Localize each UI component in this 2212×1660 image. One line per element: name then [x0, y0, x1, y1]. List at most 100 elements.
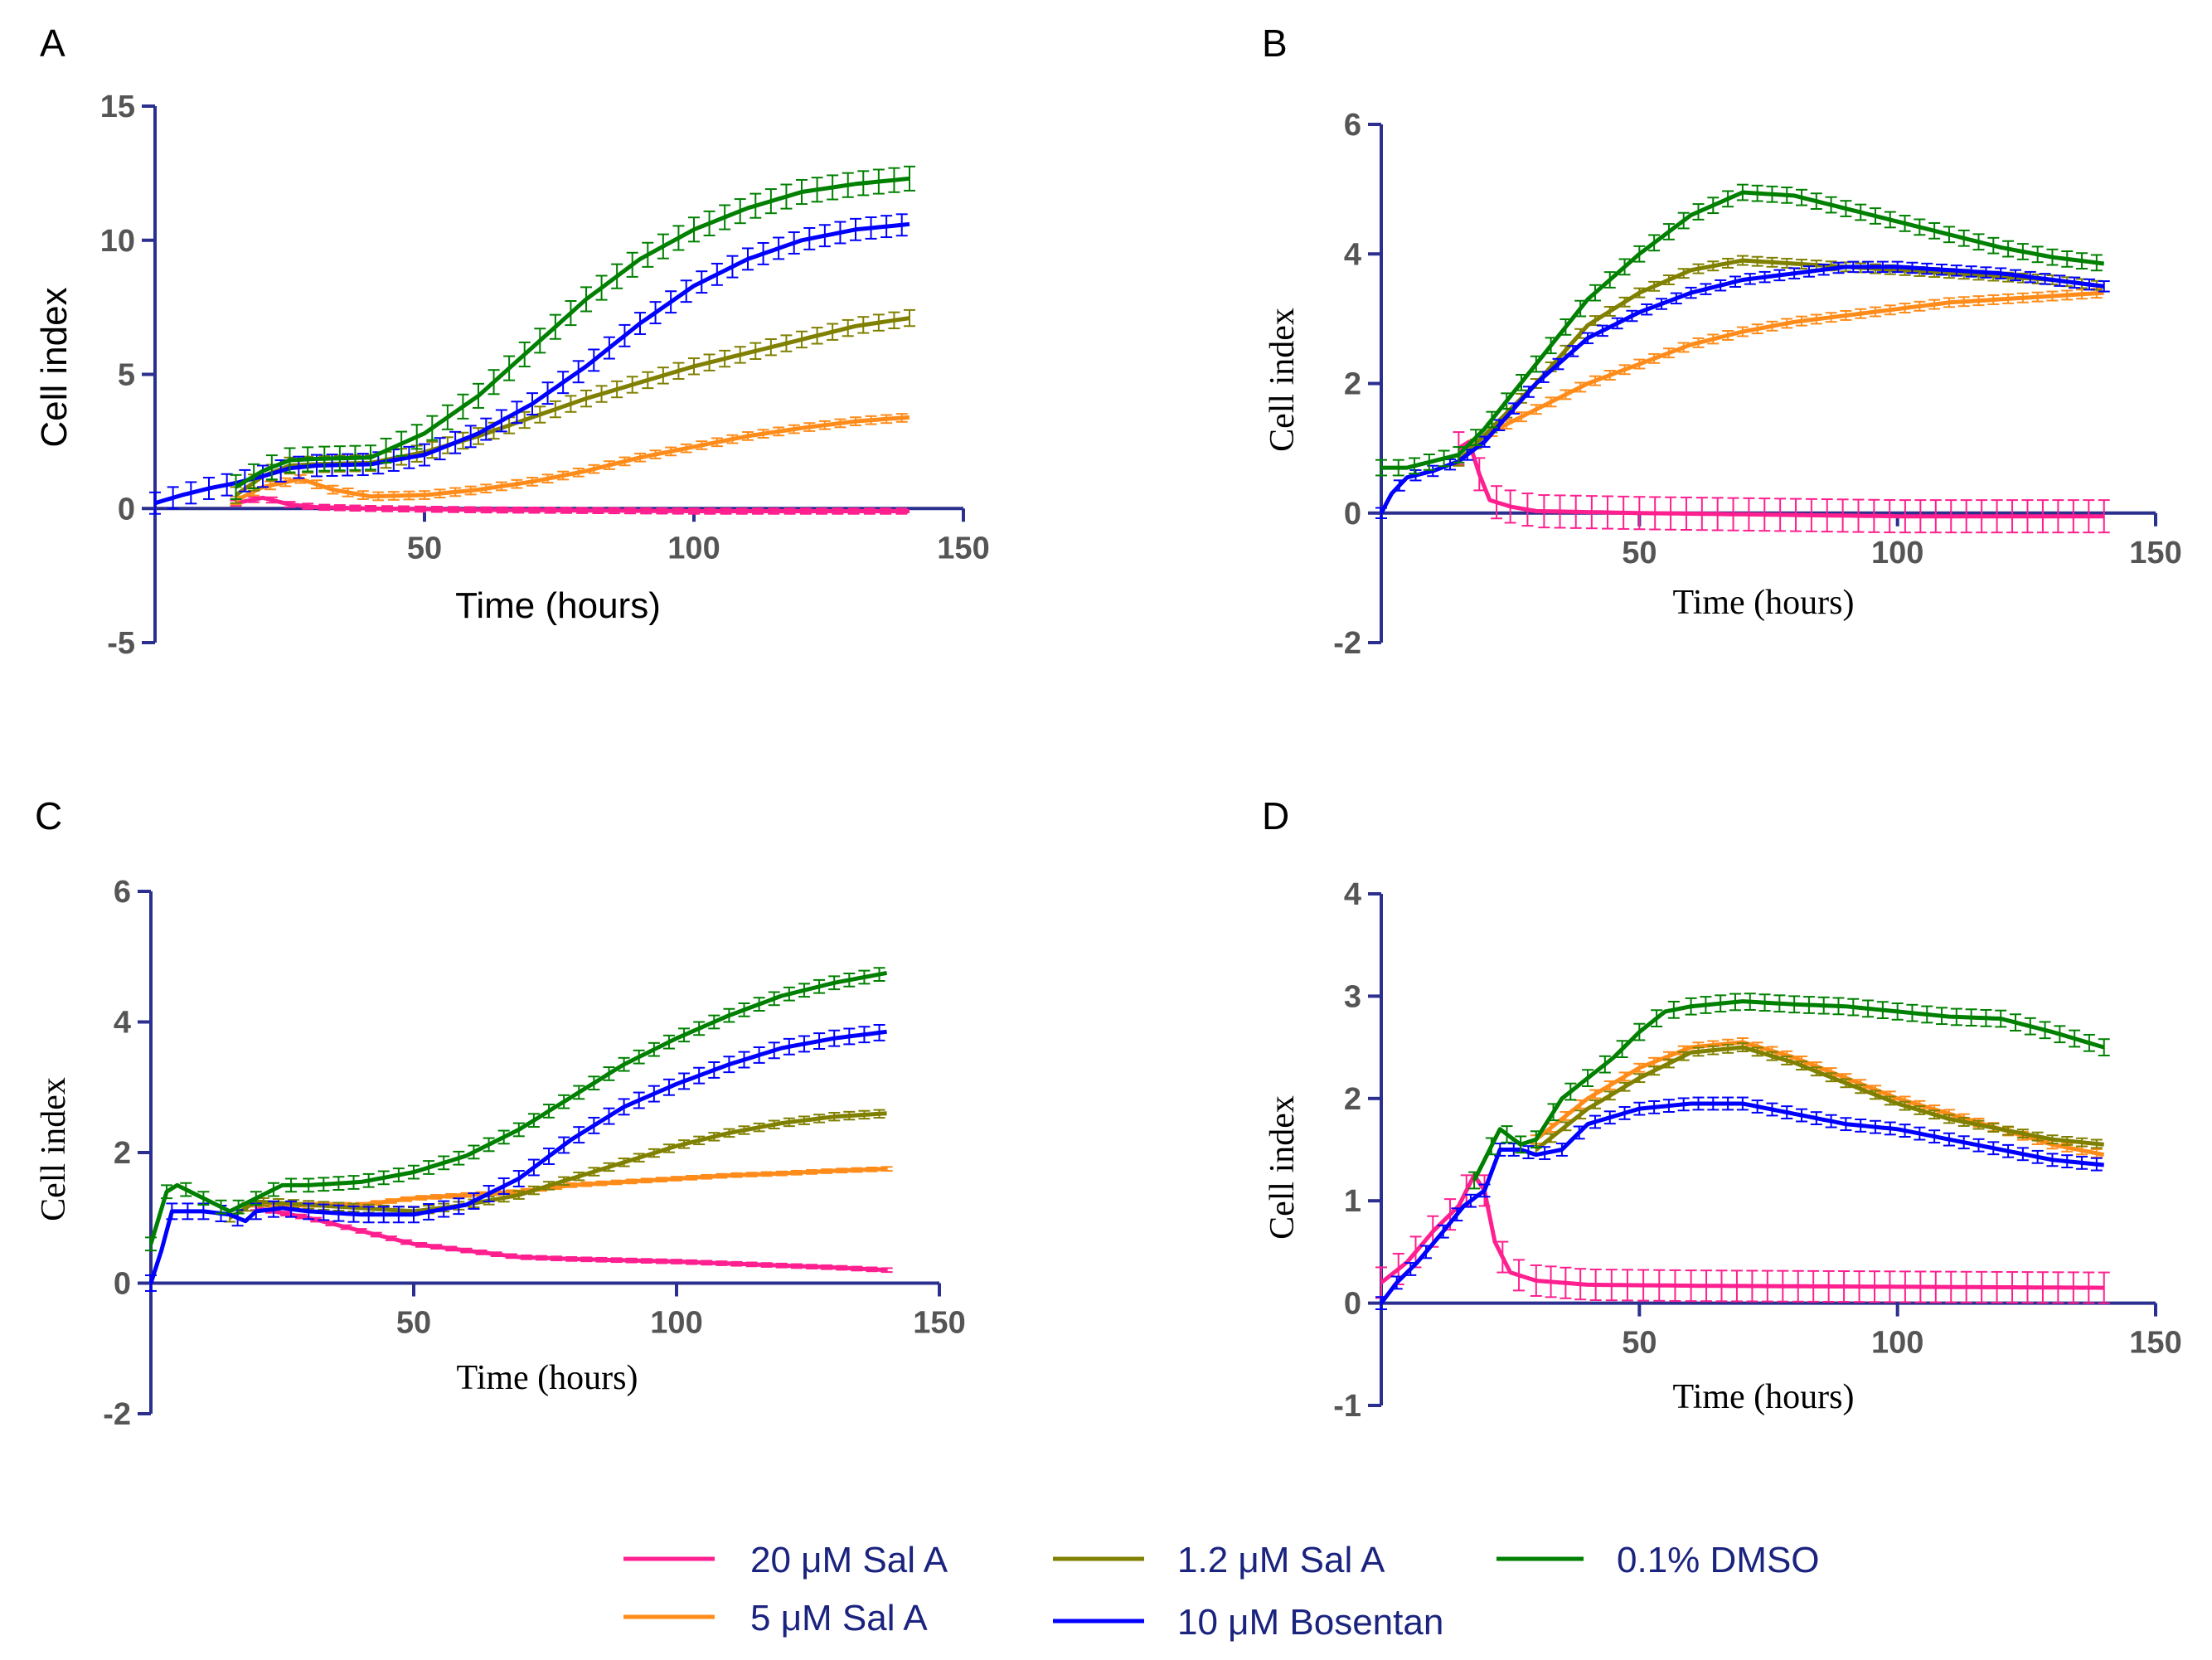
panel-a-series [149, 165, 915, 515]
panel-d-series-1-2-m-sal-a [1530, 1042, 2104, 1155]
legend-item-dmso: 0.1% DMSO [1496, 1540, 1820, 1580]
panel-b-x-tick-label: 150 [2129, 536, 2181, 570]
panel-b-series-0-1-dmso [1375, 183, 2105, 477]
panel-a-x-tick-label: 150 [937, 531, 989, 565]
panel-d: D -1 0 1 2 3 4 50 100 150 Time (hours) Cell inde… [1262, 794, 2182, 1424]
panel-b-y-tick-label: -2 [1333, 626, 1361, 661]
legend-item-5um-sal-a: 5 μM Sal A [623, 1598, 928, 1638]
panel-c-y-label: Cell index [35, 1077, 73, 1221]
panel-c-axes: -2 0 2 4 6 50 100 150 [103, 875, 966, 1432]
panel-b-series-20-m-sal-a [1453, 431, 2110, 534]
series-line [235, 495, 910, 513]
series-line [1457, 258, 2105, 464]
panel-d-y-label: Cell index [1264, 1095, 1302, 1240]
panel-b: B -2 0 2 4 6 50 100 150 Time (hours) Cell index [1262, 22, 2182, 661]
panel-b-y-tick-label: 0 [1344, 497, 1361, 531]
panel-c: C -2 0 2 4 6 50 100 150 Time (hours) Cell index [35, 794, 966, 1432]
panel-d-x-tick-label: 100 [1871, 1326, 1923, 1361]
panel-a-series-0-1-dmso [230, 165, 915, 500]
panel-c-y-tick-label: -2 [103, 1397, 131, 1432]
series-line [255, 1206, 887, 1273]
panel-b-y-label: Cell index [1264, 308, 1302, 452]
panel-d-x-tick-label: 150 [2129, 1326, 2181, 1361]
panel-b-x-tick-label: 100 [1871, 536, 1923, 570]
panel-a-y-tick-label: 0 [118, 492, 135, 527]
panel-b-series-10-m-bosentan [1375, 260, 2110, 519]
panel-letter-b: B [1262, 22, 1288, 65]
series-line [1379, 265, 2105, 514]
panel-c-series-0-1-dmso [145, 967, 888, 1252]
panel-a-y-tick-label: 5 [118, 358, 135, 393]
series-line [1381, 190, 2105, 470]
panel-letter-c: C [35, 794, 62, 837]
series-line [1472, 999, 2105, 1182]
series-line [255, 1167, 887, 1207]
panel-a-y-label: Cell index [34, 287, 75, 447]
panel-b-y-tick-label: 6 [1344, 108, 1361, 143]
panel-c-x-tick-label: 100 [650, 1306, 702, 1341]
panel-c-series [145, 967, 893, 1292]
panel-d-y-tick-label: 0 [1344, 1287, 1361, 1322]
panel-c-y-tick-label: 0 [114, 1267, 131, 1302]
panel-letter-d: D [1262, 794, 1289, 837]
panel-letter-a: A [40, 22, 65, 65]
series-line [1380, 1101, 2104, 1305]
panel-d-y-tick-label: -1 [1333, 1389, 1361, 1424]
legend-label-10um-bosentan: 10 μM Bosentan [1177, 1602, 1443, 1643]
series-line [1457, 290, 2104, 464]
panel-b-x-label: Time (hours) [1673, 584, 1855, 622]
series-line [148, 1029, 887, 1284]
legend: 20 μM Sal A 5 μM Sal A 1.2 μM Sal A 10 μ… [623, 1540, 1820, 1643]
series-line [1380, 1172, 2104, 1290]
panel-d-y-tick-label: 3 [1344, 979, 1361, 1014]
panel-c-series-10-m-bosentan [145, 1023, 887, 1292]
panel-a-axes: -5 0 5 10 15 50 100 150 [100, 90, 990, 661]
legend-label-dmso: 0.1% DMSO [1617, 1540, 1820, 1580]
series-line [235, 415, 910, 502]
panel-a-y-tick-label: -5 [107, 626, 135, 661]
series-line [235, 176, 910, 489]
panel-c-x-tick-label: 150 [913, 1306, 965, 1341]
panel-b-y-tick-label: 2 [1344, 367, 1361, 402]
panel-c-series-5-m-sal-a [250, 1166, 893, 1208]
panel-d-y-tick-label: 2 [1344, 1082, 1361, 1117]
panel-c-y-tick-label: 6 [114, 875, 131, 910]
panel-d-series-0-1-dmso [1468, 993, 2110, 1190]
legend-item-20um-sal-a: 20 μM Sal A [623, 1540, 948, 1580]
panel-d-series-20-m-sal-a [1375, 1172, 2110, 1304]
panel-a-y-tick-label: 10 [100, 224, 135, 259]
series-line [154, 221, 910, 506]
panel-a-y-tick-label: 15 [100, 90, 135, 124]
series-line [148, 970, 888, 1245]
panel-b-series [1375, 183, 2110, 534]
panel-c-series-1-2-m-sal-a [224, 1109, 887, 1223]
panel-d-y-tick-label: 1 [1344, 1184, 1361, 1219]
panel-b-y-tick-label: 4 [1344, 237, 1361, 272]
panel-b-series-5-m-sal-a [1453, 288, 2104, 467]
panel-b-x-tick-label: 50 [1622, 536, 1657, 570]
panel-d-series-10-m-bosentan [1375, 1096, 2104, 1311]
panel-c-x-label: Time (hours) [457, 1359, 638, 1397]
panel-b-series-1-2-m-sal-a [1453, 255, 2105, 467]
panel-a-series-20-m-sal-a [230, 495, 910, 515]
panel-d-x-label: Time (hours) [1673, 1378, 1855, 1416]
legend-label-20um-sal-a: 20 μM Sal A [750, 1540, 948, 1580]
panel-a-x-label: Time (hours) [455, 585, 661, 626]
panel-d-y-tick-label: 4 [1344, 877, 1361, 912]
panel-d-x-tick-label: 50 [1622, 1326, 1657, 1361]
panel-c-x-tick-label: 50 [396, 1306, 431, 1341]
legend-label-5um-sal-a: 5 μM Sal A [750, 1598, 928, 1638]
legend-item-1-2um-sal-a: 1.2 μM Sal A [1053, 1540, 1385, 1580]
panel-a-x-tick-label: 50 [407, 531, 442, 565]
legend-label-1-2um-sal-a: 1.2 μM Sal A [1177, 1540, 1385, 1580]
panel-c-y-tick-label: 2 [114, 1136, 131, 1171]
panel-d-series [1375, 993, 2110, 1311]
series-line [1535, 1045, 2104, 1152]
panel-a: A -5 0 5 10 15 50 100 150 Time (hours) Cell ind… [34, 22, 990, 661]
panel-c-y-tick-label: 4 [114, 1006, 131, 1041]
legend-item-10um-bosentan: 10 μM Bosentan [1053, 1602, 1443, 1643]
panel-a-x-tick-label: 100 [667, 531, 720, 565]
series-line [228, 1111, 887, 1220]
panel-c-series-20-m-sal-a [250, 1205, 893, 1274]
